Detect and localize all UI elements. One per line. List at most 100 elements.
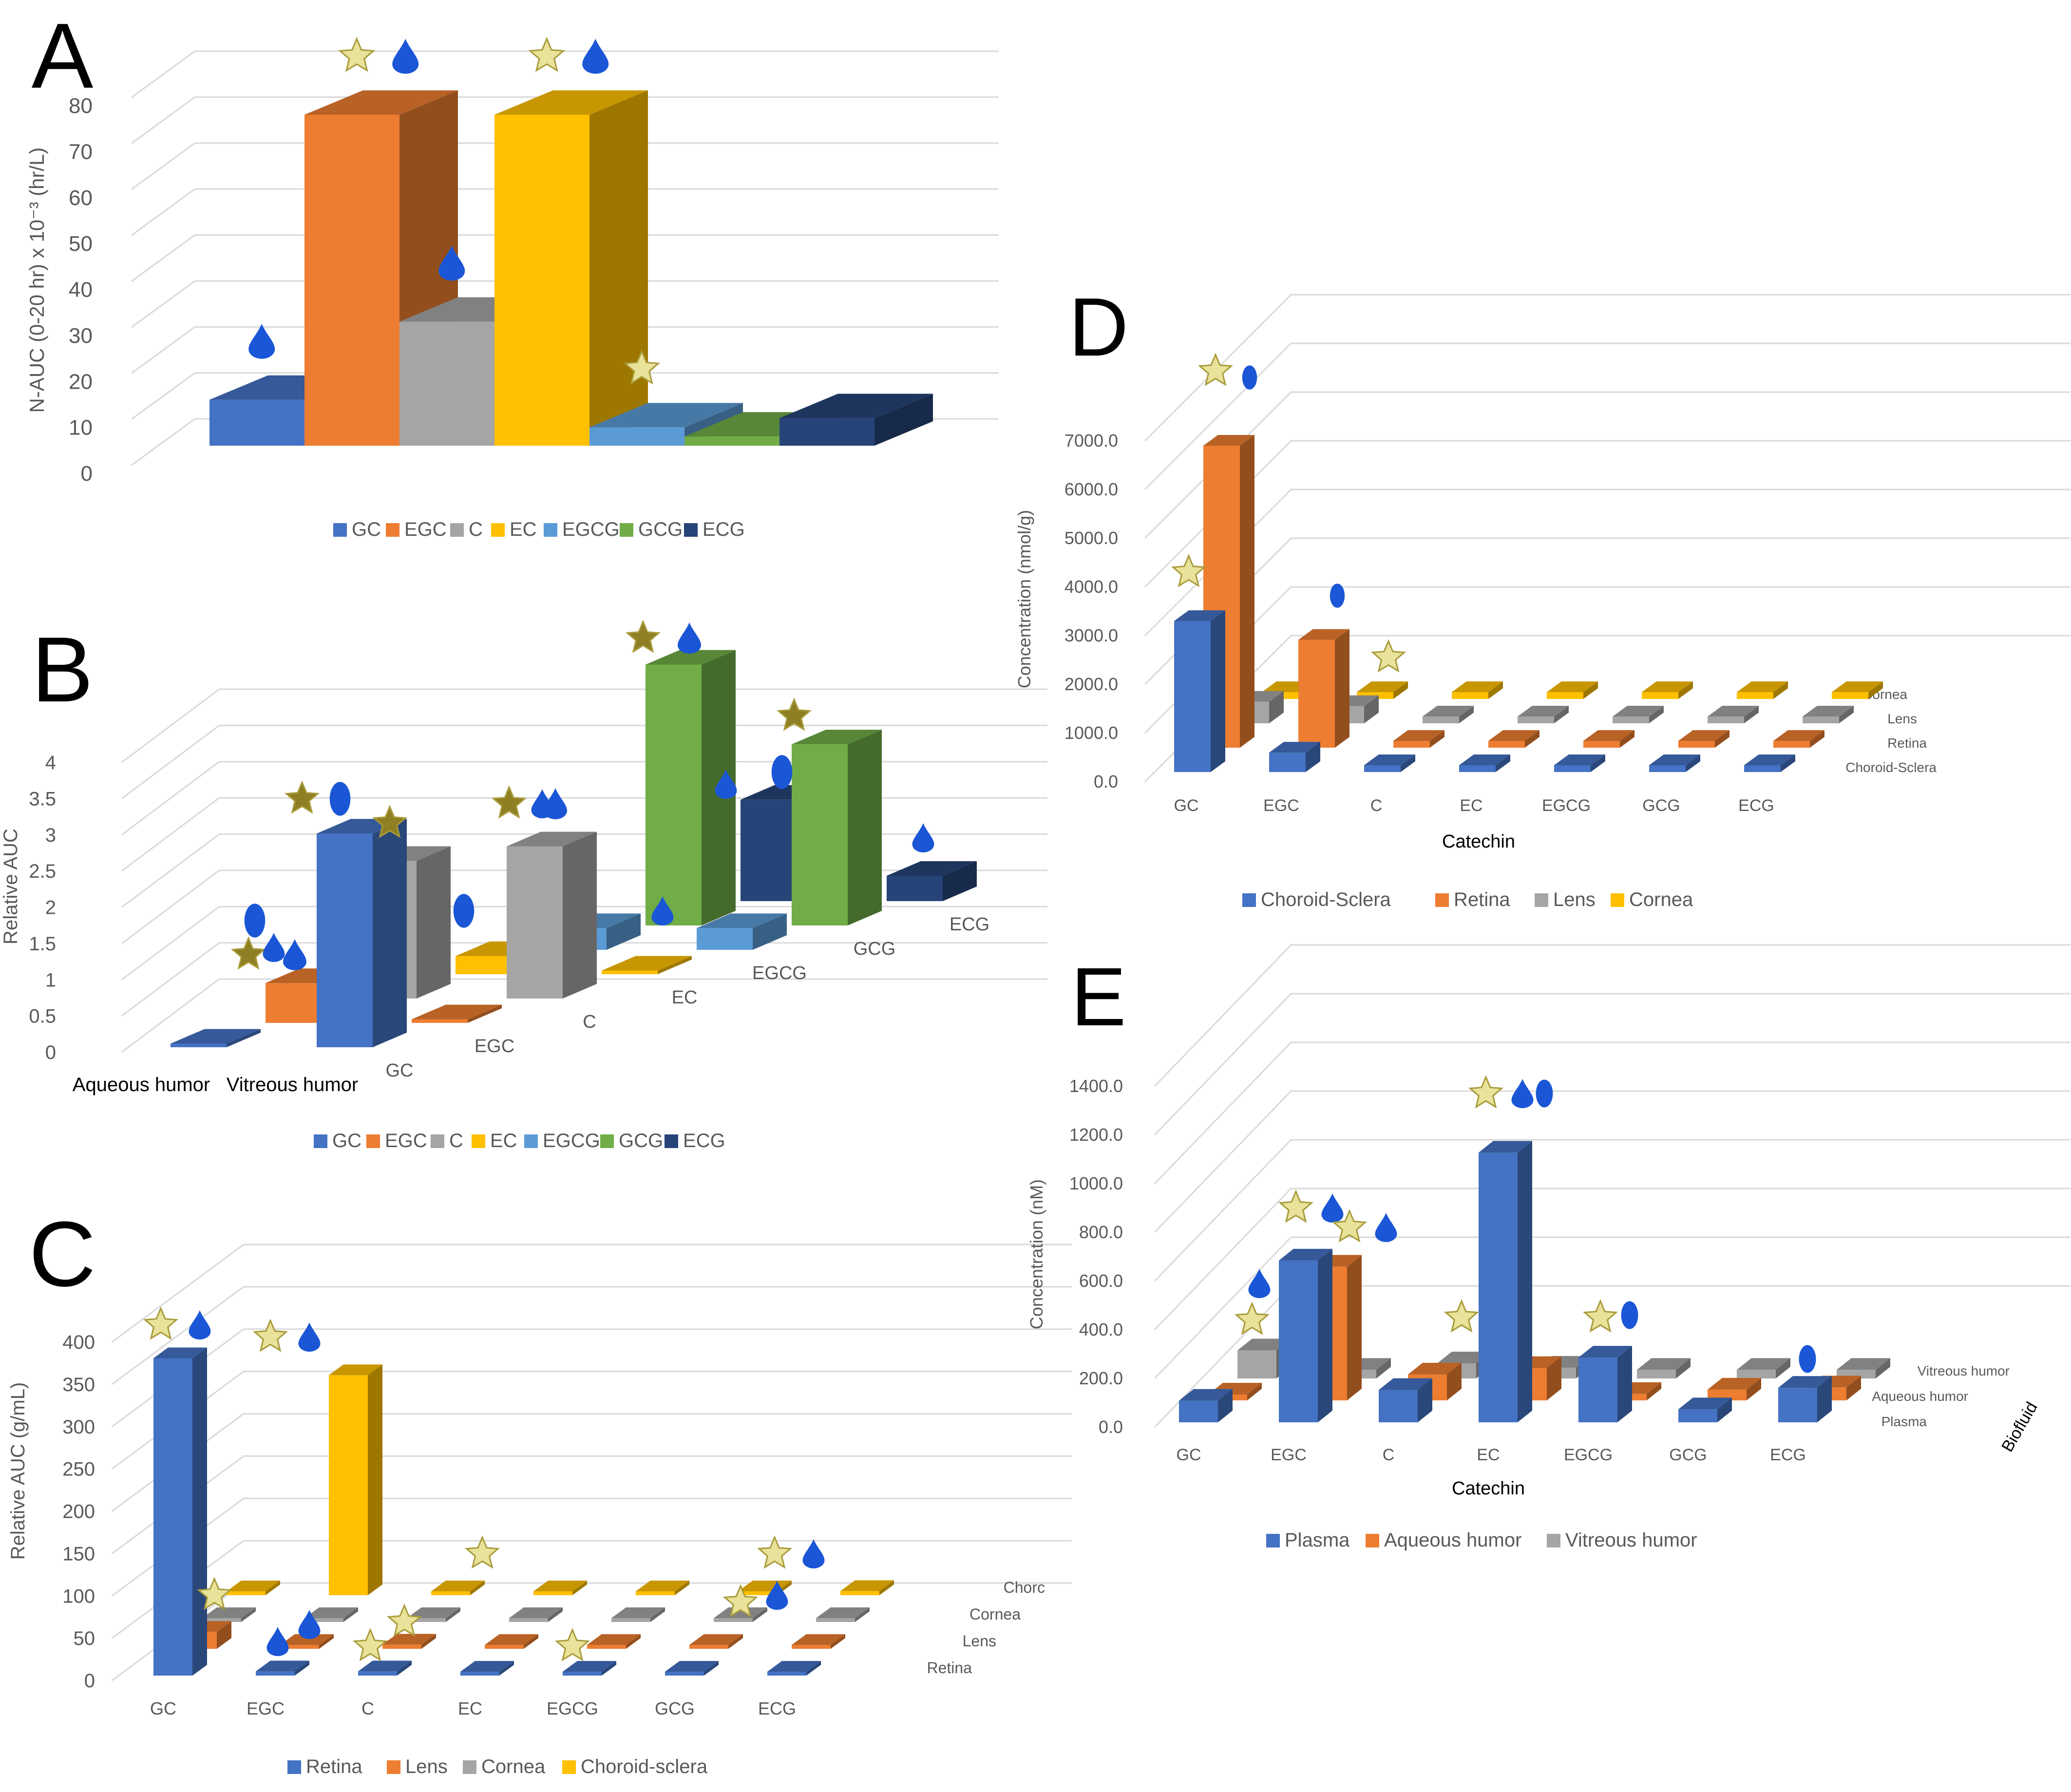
bar-front — [646, 664, 702, 925]
star-icon — [776, 698, 812, 731]
bar-top — [1452, 681, 1503, 692]
bar-top — [1279, 1248, 1332, 1261]
bar-top — [329, 1364, 382, 1376]
bar-side — [192, 1347, 207, 1676]
bar-top — [1547, 681, 1598, 692]
bar-top — [602, 956, 692, 971]
legend-label: C — [469, 519, 483, 540]
bar-side — [1868, 681, 1883, 699]
legend-swatch — [333, 523, 347, 537]
bar-top — [1583, 730, 1634, 741]
capsule-icon — [1536, 1079, 1553, 1108]
bar-side — [589, 90, 648, 446]
y-tick: 0.0 — [1099, 1417, 1123, 1437]
y-tick: 50 — [69, 232, 93, 256]
bar-top — [816, 1607, 870, 1618]
x-tick: ECG — [1738, 796, 1774, 815]
legend: Plasma Aqueous humor Vitreous humor — [1266, 1529, 1697, 1551]
bar-side — [499, 1661, 514, 1676]
bar-top — [1578, 1346, 1632, 1358]
bar-top — [202, 1607, 256, 1618]
panel-a: A 0 10 20 30 40 50 60 70 80 N-AUC (0-20 hr) x 10⁻³… — [25, 4, 999, 540]
bar-front — [714, 1618, 753, 1622]
bar-Retina — [358, 1660, 412, 1676]
star-icon — [338, 37, 376, 72]
bar-side — [266, 1581, 280, 1595]
bar-side — [1554, 706, 1569, 723]
bar-top — [1203, 435, 1254, 446]
bar-front — [689, 1645, 728, 1649]
panel-b: B 0 0.5 1 1.5 2 2.5 3 3.5 4 Relative AUC Aqueous hu… — [0, 618, 1047, 1151]
bar-side — [1810, 730, 1824, 748]
depth-label: Vitreous humor — [1918, 1363, 2010, 1378]
bar-front — [1773, 741, 1810, 748]
legend-label: Cornea — [481, 1756, 546, 1777]
bar-front — [816, 1618, 855, 1622]
bar-front — [407, 1618, 446, 1622]
drop-icon — [678, 622, 701, 654]
bar-Retina — [767, 1661, 821, 1676]
depth-label: Chorc — [1004, 1579, 1045, 1596]
y-tick: 4000.0 — [1064, 577, 1118, 597]
bar-top — [1778, 1376, 1832, 1388]
legend-label: ECG — [683, 1130, 725, 1151]
legend: Choroid-Sclera Retina Lens Cornea — [1242, 889, 1693, 910]
y-tick: 40 — [69, 278, 93, 302]
bar-top — [1364, 755, 1415, 765]
bar-front — [1279, 1260, 1318, 1422]
legend-swatch — [472, 1134, 485, 1148]
bar-Cornea — [1737, 681, 1788, 699]
bar-front — [1479, 1152, 1518, 1422]
y-tick: 1.5 — [29, 933, 56, 955]
bar-top — [1803, 706, 1854, 717]
y-tick: 350 — [62, 1374, 95, 1396]
bar-GC — [171, 1029, 261, 1047]
star-icon — [284, 780, 320, 814]
legend-swatch — [1242, 893, 1256, 907]
bar-front — [1678, 1409, 1717, 1422]
panel-letter: C — [29, 1203, 95, 1306]
legend-label: Aqueous humor — [1384, 1529, 1521, 1551]
star-icon — [1468, 1075, 1504, 1109]
gridline — [121, 761, 1047, 835]
drop-icon — [802, 1539, 825, 1568]
bar-top — [382, 1634, 436, 1645]
bar-top — [887, 861, 977, 876]
y-tick: 3.5 — [29, 788, 56, 810]
legend-label: EGCG — [562, 519, 620, 540]
drop-icon — [582, 38, 609, 74]
bar-front — [1642, 692, 1678, 699]
bar-Retina — [1583, 730, 1634, 748]
star-icon — [230, 936, 266, 970]
bar-Retina — [665, 1661, 719, 1676]
depth-label: Plasma — [1881, 1414, 1927, 1429]
bar-front — [1379, 1390, 1418, 1422]
bar-side — [728, 1634, 743, 1649]
star-icon — [1331, 1209, 1368, 1243]
bar-front — [792, 744, 848, 925]
bar-GC — [317, 819, 407, 1047]
y-tick: 1 — [45, 969, 56, 991]
bar-front — [684, 436, 779, 446]
y-tick: 200 — [62, 1501, 95, 1523]
bar-front — [1649, 765, 1686, 772]
gridline — [121, 905, 1047, 981]
bar-front — [767, 1672, 806, 1676]
bar-Cornea — [816, 1607, 870, 1622]
legend-swatch — [600, 1134, 614, 1148]
y-tick: 7000.0 — [1064, 431, 1118, 451]
drop-icon — [189, 1310, 211, 1339]
legend-swatch — [524, 1134, 538, 1148]
bar-top — [1744, 755, 1795, 765]
bar-Lens — [1708, 706, 1759, 723]
panel-letter: D — [1069, 281, 1129, 374]
legend-swatch — [620, 523, 633, 537]
bar-front — [1179, 1400, 1218, 1422]
x-tick: EGCG — [1564, 1446, 1613, 1464]
bar-Retina — [1393, 730, 1444, 748]
bar-side — [879, 1580, 894, 1595]
bar-side — [1488, 681, 1503, 699]
bar-front — [382, 1644, 421, 1649]
drop-icon — [248, 323, 275, 359]
panel-e: E 0.0 200.0 400.0 600.0 800.0 1000.0 1200.0 1400… — [1026, 944, 2071, 1551]
